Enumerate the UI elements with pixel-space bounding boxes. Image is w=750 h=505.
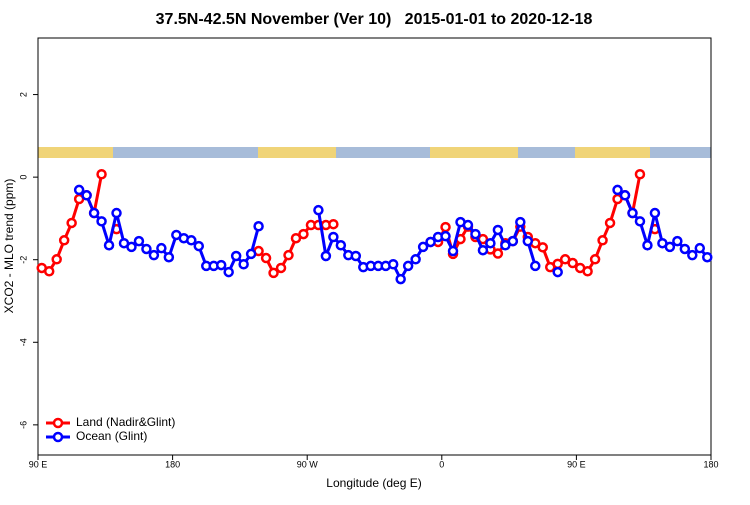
point: [245, 248, 257, 260]
map-strip: [38, 147, 711, 158]
x-tick-label: 0: [439, 459, 444, 469]
point: [597, 235, 608, 246]
point: [230, 250, 242, 262]
point: [148, 249, 160, 261]
point: [298, 228, 309, 240]
point: [702, 251, 713, 263]
point: [81, 190, 92, 201]
point: [51, 254, 62, 265]
point: [522, 235, 534, 247]
legend-label: Land (Nadir&Glint): [76, 415, 175, 429]
point: [88, 207, 100, 219]
point: [402, 260, 414, 272]
point: [335, 240, 347, 251]
point: [567, 257, 578, 269]
point: [507, 235, 519, 247]
point: [96, 168, 107, 180]
point: [193, 240, 205, 252]
y-tick-label: -2: [18, 256, 28, 264]
point: [447, 245, 459, 257]
point: [470, 228, 481, 240]
point: [328, 218, 339, 230]
y-tick-label: 0: [18, 175, 28, 180]
point: [320, 250, 332, 262]
y-tick-label: 2: [18, 92, 28, 97]
point: [387, 259, 399, 270]
point: [477, 244, 489, 256]
point: [133, 235, 145, 247]
point: [649, 207, 661, 219]
point: [425, 236, 436, 248]
point: [163, 251, 175, 263]
point: [111, 207, 122, 219]
point: [268, 267, 279, 279]
legend-label: Ocean (Glint): [76, 429, 147, 443]
point: [126, 241, 137, 253]
point: [275, 262, 287, 274]
point: [530, 260, 541, 272]
point: [186, 235, 197, 246]
x-tick-label: 90 E: [29, 459, 48, 469]
legend-marker: [52, 417, 64, 429]
point: [582, 266, 593, 277]
point: [440, 230, 451, 242]
point: [492, 248, 504, 259]
point: [537, 242, 548, 253]
point: [260, 252, 272, 264]
point: [238, 259, 249, 270]
point: [634, 168, 646, 180]
point: [58, 235, 70, 246]
point: [156, 242, 167, 254]
point: [313, 204, 324, 216]
point: [215, 259, 227, 271]
point: [350, 250, 362, 262]
point: [552, 266, 563, 278]
point: [687, 249, 698, 261]
point: [290, 232, 302, 244]
point: [634, 216, 646, 227]
x-tick-label: 90 E: [567, 459, 586, 469]
y-axis-label: XCO2 - MLO trend (ppm): [2, 179, 16, 314]
point: [73, 184, 85, 196]
point: [462, 219, 474, 231]
point: [612, 184, 623, 196]
point: [492, 224, 504, 236]
point: [440, 221, 451, 233]
x-tick-label: 180: [703, 459, 718, 469]
point: [283, 249, 294, 261]
point: [589, 254, 601, 265]
x-tick-label: 180: [165, 459, 180, 469]
point: [395, 273, 406, 285]
point: [417, 241, 429, 253]
point: [664, 241, 676, 253]
y-tick-label: -6: [18, 421, 28, 429]
point: [672, 235, 683, 247]
point: [604, 217, 616, 229]
y-tick-label: -4: [18, 338, 28, 346]
x-tick-label: 90 W: [297, 459, 319, 469]
legend-marker: [52, 431, 64, 443]
x-axis-label: Longitude (deg E): [326, 476, 421, 490]
point: [103, 240, 115, 251]
point: [627, 207, 638, 219]
point: [410, 254, 421, 265]
point: [141, 243, 152, 255]
point: [619, 190, 631, 201]
point: [96, 216, 107, 227]
point: [500, 240, 511, 251]
point: [328, 231, 339, 243]
point: [253, 221, 264, 232]
plot-frame: [37, 37, 712, 456]
point: [694, 242, 706, 254]
chart-title: 37.5N-42.5N November (Ver 10) 2015-01-01…: [156, 11, 593, 28]
point: [515, 216, 526, 228]
point: [679, 243, 691, 255]
point: [642, 240, 653, 251]
point: [223, 266, 234, 278]
point: [43, 266, 55, 277]
point: [66, 217, 77, 229]
point: [485, 237, 496, 249]
